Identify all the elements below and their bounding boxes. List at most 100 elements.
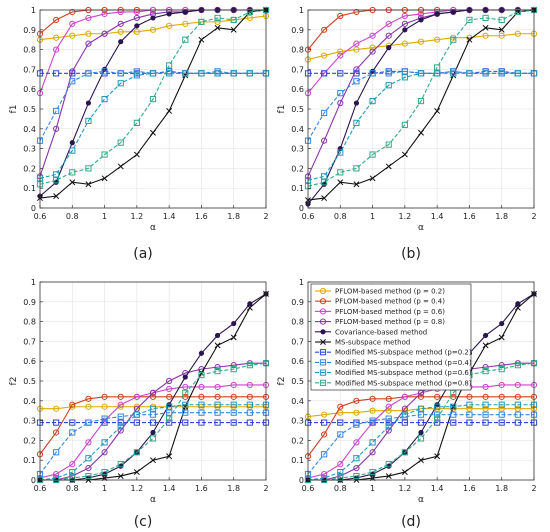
data-point [337,179,344,186]
data-point [337,52,344,59]
series-line [39,396,266,455]
data-point [321,411,328,418]
data-point [133,8,140,16]
data-point [401,419,408,426]
y-tick-label: 0.2 [23,164,36,173]
y-axis-label: f1 [277,105,287,114]
x-tick-label: 1.2 [398,212,411,221]
data-point [101,393,108,400]
data-point [515,301,521,307]
data-point [385,82,392,89]
data-point [498,411,505,418]
data-point [117,28,124,35]
panel-a: 0 0.1 0.2 0.3 0.4 0.5 0.6 0.7 0.8 0.9 1 0.6 0.8 1 1.2 1… [9,6,270,262]
data-point [385,423,392,430]
legend-label: Covariance-based method [335,328,427,336]
data-point [353,181,360,188]
y-axis-label: f2 [277,377,287,386]
data-point [369,97,376,105]
data-point [182,374,188,380]
y-tick-label: 0.2 [23,436,36,445]
data-point [337,90,344,97]
legend-item: Covariance-based method [315,328,427,336]
data-point [418,429,424,436]
legend-marker [319,287,327,295]
data-point [198,371,205,379]
data-point [166,377,173,385]
legend-label: Modified MS-subspace method (p=0.2) [335,349,472,357]
legend-item: Modified MS-subspace method (p=0.8) [315,379,472,387]
data-point [466,36,473,43]
data-point [117,20,124,27]
data-point [353,100,360,106]
data-point [321,419,328,426]
data-point [133,411,140,418]
data-point [85,181,92,188]
data-point [417,393,425,400]
x-tick-label: 1.8 [495,484,508,493]
data-point [353,119,360,126]
data-point [53,171,60,178]
data-point [385,395,392,402]
data-point [214,342,221,349]
data-point [369,32,376,39]
data-point [166,453,173,460]
data-point [514,362,521,369]
data-point [69,32,76,39]
data-point [401,393,408,400]
data-point [321,173,328,180]
data-point [117,419,124,426]
data-point [514,8,521,16]
data-point [166,62,173,69]
x-tick-label: 1.4 [163,212,176,221]
data-point [498,401,505,408]
data-point [117,461,124,468]
y-tick-label: 1 [299,6,304,15]
data-point [182,409,189,416]
panel-b: 0 0.1 0.2 0.3 0.4 0.5 0.6 0.7 0.8 0.9 1 0.6 0.8 1 1.2 1… [277,6,538,262]
data-point [498,381,505,389]
data-point [117,427,124,434]
data-point [246,381,253,389]
series-line [39,72,266,179]
data-point [101,96,108,103]
data-point [514,393,521,400]
x-tick-label: 1.8 [227,484,240,493]
data-point [230,401,237,408]
data-point [85,40,92,47]
data-point [133,119,140,126]
series-line [308,70,534,74]
data-point [353,46,360,53]
data-point [117,8,124,16]
data-point [482,383,489,391]
data-point [385,427,392,434]
data-point [353,472,360,480]
data-point [85,465,92,472]
legend-item: Modified MS-subspace method (p=0.6) [315,369,472,377]
data-point [401,121,408,128]
data-point [101,175,108,182]
y-tick-label: 0.9 [23,26,36,35]
data-point [53,125,60,132]
data-point [353,409,360,416]
data-point [514,401,521,408]
data-point [85,455,92,462]
series-6 [305,7,537,204]
x-tick-label: 0.6 [34,212,47,221]
data-point [482,14,489,22]
data-point [450,9,456,15]
data-point [401,405,408,412]
data-point [466,411,473,418]
y-tick-label: 0.7 [291,65,304,74]
y-tick-label: 0.6 [291,357,304,366]
data-point [466,405,473,412]
data-point [166,409,173,416]
data-point [450,36,457,43]
data-point [117,413,124,420]
x-tick-label: 1 [370,212,375,221]
data-point [385,407,392,414]
data-point [401,74,408,81]
x-tick-label: 0.6 [302,484,315,493]
data-point [434,108,441,114]
